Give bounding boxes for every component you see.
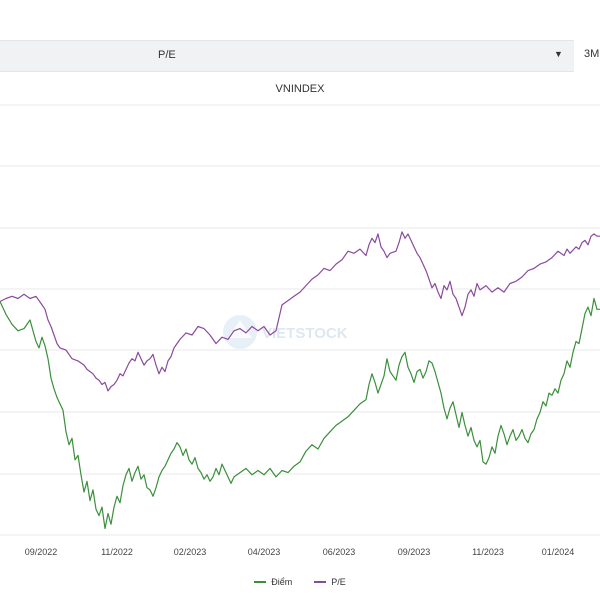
x-tick-label: 04/2023: [248, 547, 281, 557]
x-tick-label: 01/2024: [542, 547, 575, 557]
x-tick-label: 09/2022: [25, 547, 58, 557]
series-line-pe: [0, 231, 600, 392]
x-tick-label: 11/2022: [101, 547, 133, 557]
series-line-diem: [0, 297, 600, 530]
legend: Điểm P/E: [0, 575, 600, 589]
legend-item-diem[interactable]: Điểm: [254, 575, 292, 589]
vietstock-watermark: VIETSTOCK: [223, 315, 348, 349]
x-tick-label: 02/2023: [174, 547, 207, 557]
x-axis-tick-labels: 09/2022 11/2022 02/2023 04/2023 06/2023 09/20…: [25, 547, 575, 557]
x-tick-label: 09/2023: [398, 547, 431, 557]
watermark-logo-icon: [223, 315, 257, 349]
metric-select[interactable]: P/E ▼: [0, 40, 574, 72]
top-strip: [0, 0, 600, 38]
x-tick-label: 06/2023: [323, 547, 356, 557]
legend-swatch-pe: [314, 581, 327, 583]
legend-item-pe[interactable]: P/E: [314, 575, 346, 589]
legend-label-pe: P/E: [331, 577, 346, 587]
range-3m-button[interactable]: 3M: [584, 48, 600, 60]
watermark-text: VIETSTOCK: [262, 325, 348, 342]
x-tick-label: 11/2023: [472, 547, 504, 557]
dropdown-arrow-icon[interactable]: ▼: [554, 49, 563, 59]
chart-title: VNINDEX: [275, 83, 325, 95]
gridlines: [0, 104, 600, 536]
legend-label-diem: Điểm: [271, 577, 293, 587]
series-layer: [0, 231, 600, 530]
metric-select-value: P/E: [158, 49, 176, 61]
legend-swatch-diem: [254, 581, 267, 583]
